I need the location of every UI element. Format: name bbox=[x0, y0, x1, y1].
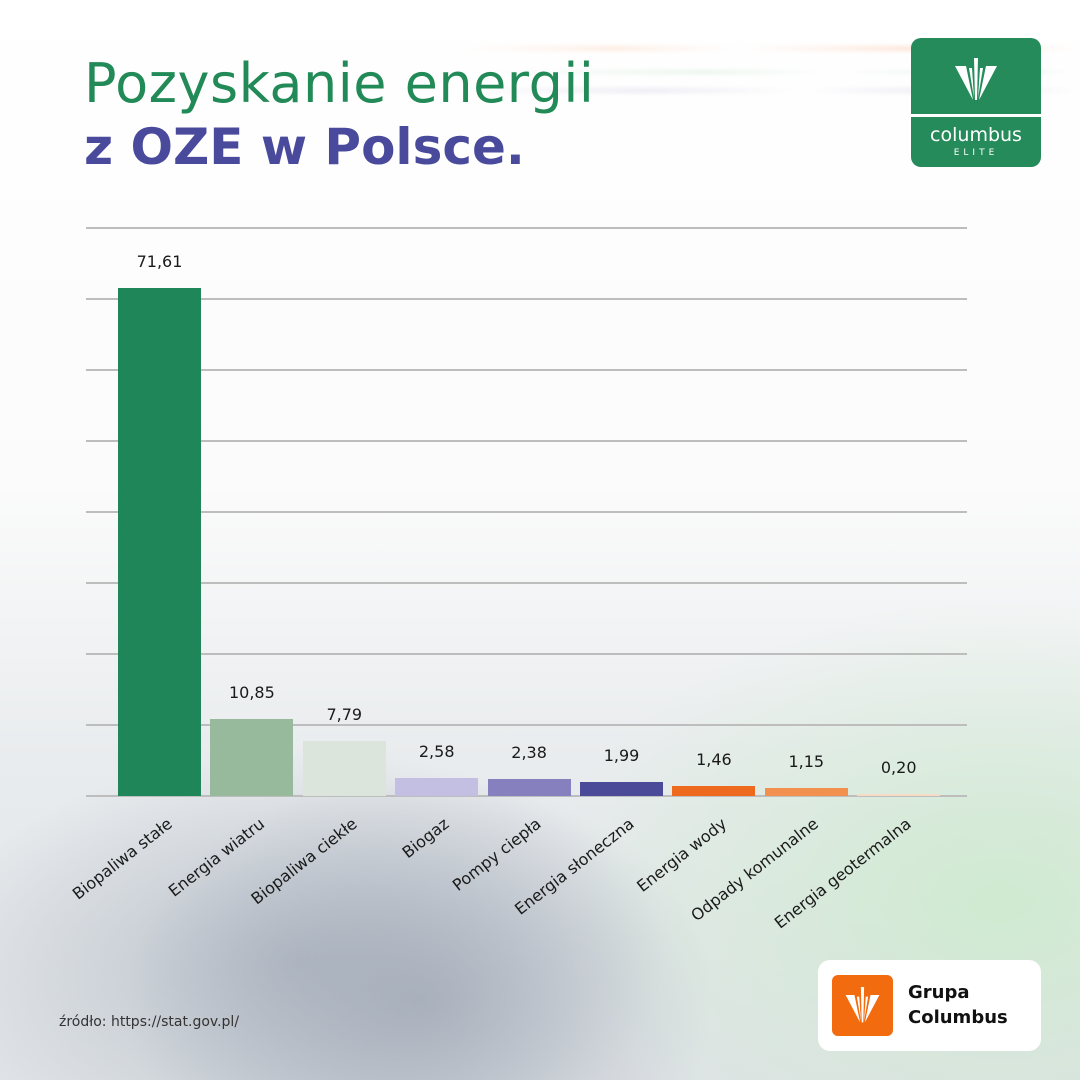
bar-value-label: 1,46 bbox=[696, 749, 732, 769]
grupa-columbus-logo: Grupa Columbus bbox=[818, 960, 1041, 1051]
gridline bbox=[86, 227, 967, 229]
gridline bbox=[86, 440, 967, 442]
source-note: źródło: https://stat.gov.pl/ bbox=[59, 1014, 240, 1030]
x-axis-label: Biopaliwa stałe bbox=[68, 814, 176, 904]
logo-brand-text: columbus bbox=[930, 124, 1022, 146]
bar-value-label: 1,15 bbox=[788, 751, 825, 771]
x-axis-label: Energia wody bbox=[632, 814, 730, 896]
gridline bbox=[86, 298, 967, 300]
logo-sub-text: ELITE bbox=[953, 148, 999, 158]
gridline bbox=[86, 582, 967, 584]
columbus-fan-icon bbox=[955, 58, 997, 100]
bar bbox=[672, 785, 756, 796]
bar-value-label: 7,79 bbox=[326, 704, 363, 724]
gridline bbox=[86, 369, 967, 371]
x-axis-label: Pompy ciepła bbox=[449, 814, 545, 895]
columbus-elite-logo: columbus ELITE bbox=[911, 38, 1041, 167]
gridline bbox=[86, 511, 967, 513]
bar bbox=[857, 794, 941, 796]
gridline bbox=[86, 724, 967, 726]
bar-value-label: 0,20 bbox=[880, 758, 917, 777]
logo-square bbox=[832, 975, 893, 1036]
logo-text-line-1: Grupa bbox=[908, 982, 970, 1003]
bar bbox=[487, 779, 571, 796]
bar-value-label: 2,58 bbox=[418, 741, 455, 761]
bar-value-label: 71,61 bbox=[136, 251, 183, 271]
x-axis-label: Biogaz bbox=[398, 814, 453, 862]
bar-value-label: 2,38 bbox=[511, 743, 547, 763]
bar bbox=[302, 740, 386, 796]
x-axis-baseline bbox=[86, 795, 967, 797]
page-title-line-1: Pozyskanie energii bbox=[84, 52, 595, 115]
logo-text-line-2: Columbus bbox=[908, 1007, 1008, 1028]
logo-divider bbox=[911, 114, 1041, 117]
gridline bbox=[86, 653, 967, 655]
bar bbox=[764, 787, 848, 796]
bar bbox=[580, 781, 663, 796]
x-axis-label: Energia wiatru bbox=[164, 814, 268, 901]
bar-value-label: 1,99 bbox=[603, 745, 640, 765]
bar bbox=[395, 777, 479, 796]
page-title-line-2: z OZE w Polsce. bbox=[84, 118, 525, 176]
bar-value-label: 10,85 bbox=[228, 682, 275, 702]
bar bbox=[210, 718, 294, 796]
columbus-fan-icon bbox=[845, 987, 880, 1023]
bar bbox=[118, 287, 201, 796]
